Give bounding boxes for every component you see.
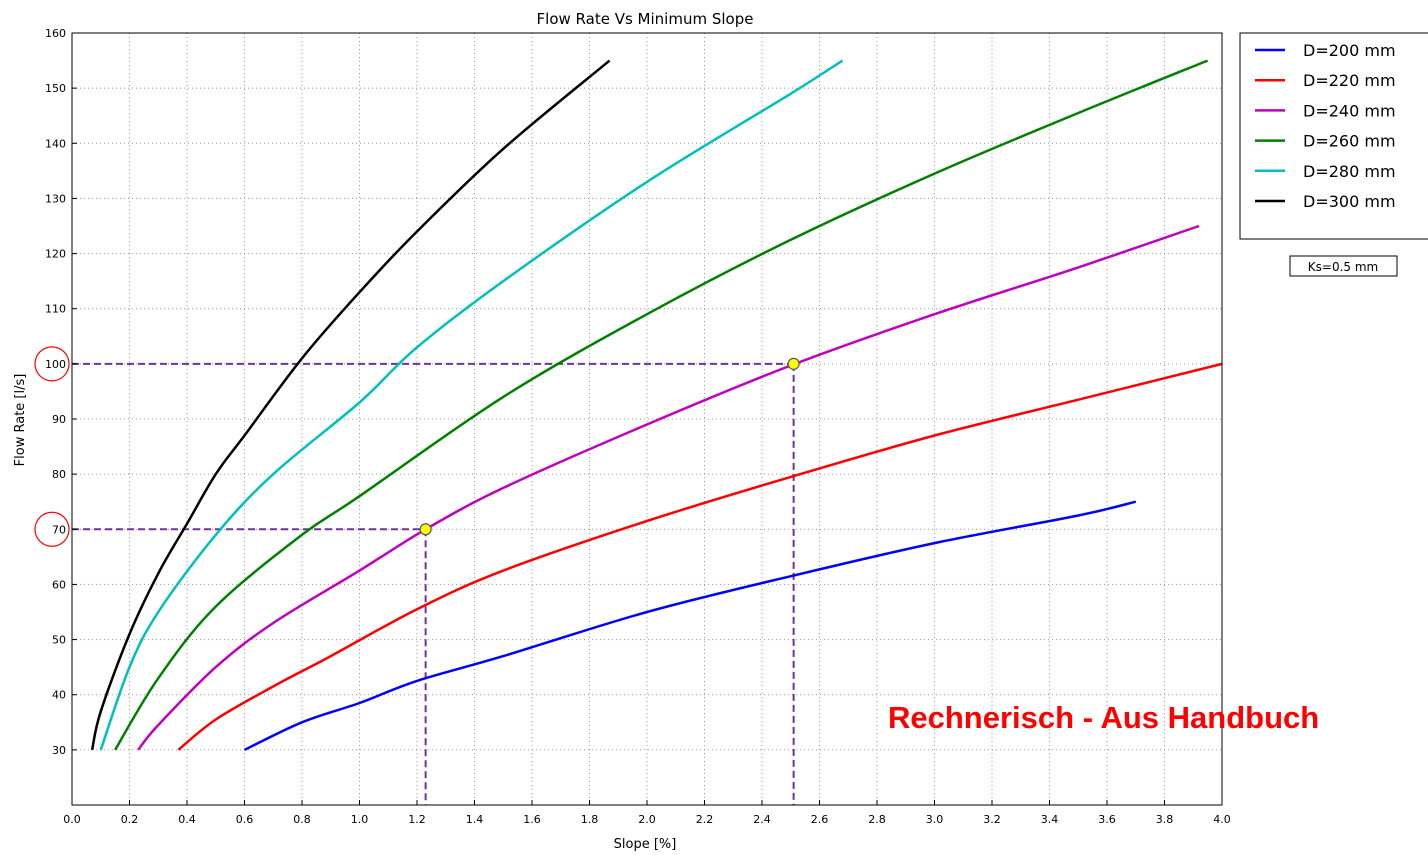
legend-label: D=200 mm xyxy=(1303,41,1396,60)
x-tick-label: 0.4 xyxy=(178,813,196,826)
ks-note-text: Ks=0.5 mm xyxy=(1308,260,1378,274)
x-tick-label: 0.0 xyxy=(63,813,81,826)
x-tick-label: 0.6 xyxy=(236,813,254,826)
x-tick-label: 1.4 xyxy=(466,813,484,826)
y-tick-label: 140 xyxy=(45,137,66,150)
legend-label: D=220 mm xyxy=(1303,71,1396,90)
ks-note: Ks=0.5 mm xyxy=(1289,255,1398,277)
y-tick-label: 40 xyxy=(52,689,66,702)
x-tick-label: 3.2 xyxy=(983,813,1001,826)
x-axis-ticks: 0.0 0.2 0.4 0.6 0.8 1.0 1.2 1.4 1.6 1.8 2.0 2.2 2.4 2… xyxy=(63,800,1231,826)
x-tick-label: 1.2 xyxy=(408,813,426,826)
x-tick-label: 2.0 xyxy=(638,813,656,826)
main-annotation: Rechnerisch - Aus Handbuch xyxy=(888,700,1319,735)
legend-label: D=300 mm xyxy=(1303,192,1396,211)
y-tick-label: 30 xyxy=(52,744,66,757)
x-tick-label: 4.0 xyxy=(1213,813,1231,826)
x-tick-label: 3.8 xyxy=(1156,813,1174,826)
series-line-d-220-mm xyxy=(177,362,1223,751)
y-tick-label: 130 xyxy=(45,192,66,205)
marked-points xyxy=(419,357,800,536)
series-line-d-300-mm xyxy=(90,59,611,751)
series-line-d-280-mm xyxy=(99,59,844,751)
reference-lines xyxy=(72,362,795,805)
y-axis-ticks: 30 40 50 60 70 80 90 100 110 120 130 140 150 160 xyxy=(45,27,77,757)
x-axis-label: Slope [%] xyxy=(614,837,677,852)
x-tick-label: 3.4 xyxy=(1041,813,1059,826)
series-line-d-260-mm xyxy=(114,59,1209,751)
legend-box xyxy=(1239,32,1428,240)
y-tick-label: 70 xyxy=(52,523,66,536)
data-series xyxy=(90,59,1223,752)
circled-tick-highlights xyxy=(34,346,70,547)
y-tick-label: 120 xyxy=(45,248,66,261)
marked-point xyxy=(787,357,800,370)
y-tick-label: 50 xyxy=(52,634,66,647)
legend: D=200 mm D=220 mm D=240 mm D=260 mm D=280 mm… xyxy=(1239,32,1428,240)
legend-label: D=280 mm xyxy=(1303,162,1396,181)
y-tick-label: 150 xyxy=(45,82,66,95)
x-tick-label: 0.2 xyxy=(121,813,139,826)
y-tick-label: 60 xyxy=(52,578,66,591)
series-line-d-200-mm xyxy=(243,500,1137,752)
tick-highlight-circle xyxy=(34,346,70,382)
ks-note-box xyxy=(1289,255,1398,277)
y-tick-label: 100 xyxy=(45,358,66,371)
y-axis-label: Flow Rate [l/s] xyxy=(13,374,28,467)
marked-point xyxy=(419,523,432,536)
chart-title: Flow Rate Vs Minimum Slope xyxy=(537,10,754,28)
x-tick-label: 1.8 xyxy=(581,813,599,826)
x-tick-label: 2.2 xyxy=(696,813,714,826)
x-tick-label: 1.6 xyxy=(523,813,541,826)
grid-lines xyxy=(71,32,1223,805)
x-tick-label: 0.8 xyxy=(293,813,311,826)
y-tick-label: 110 xyxy=(45,303,66,316)
x-tick-label: 3.6 xyxy=(1098,813,1116,826)
y-tick-label: 160 xyxy=(45,27,66,40)
x-tick-label: 2.4 xyxy=(753,813,771,826)
legend-label: D=260 mm xyxy=(1303,132,1396,151)
y-tick-label: 80 xyxy=(52,468,66,481)
x-tick-label: 1.0 xyxy=(351,813,369,826)
tick-highlight-circle xyxy=(34,511,70,547)
x-tick-label: 2.8 xyxy=(868,813,886,826)
legend-label: D=240 mm xyxy=(1303,101,1396,120)
y-tick-label: 90 xyxy=(52,413,66,426)
series-line-d-240-mm xyxy=(137,224,1200,751)
x-tick-label: 2.6 xyxy=(811,813,829,826)
x-tick-label: 3.0 xyxy=(926,813,944,826)
